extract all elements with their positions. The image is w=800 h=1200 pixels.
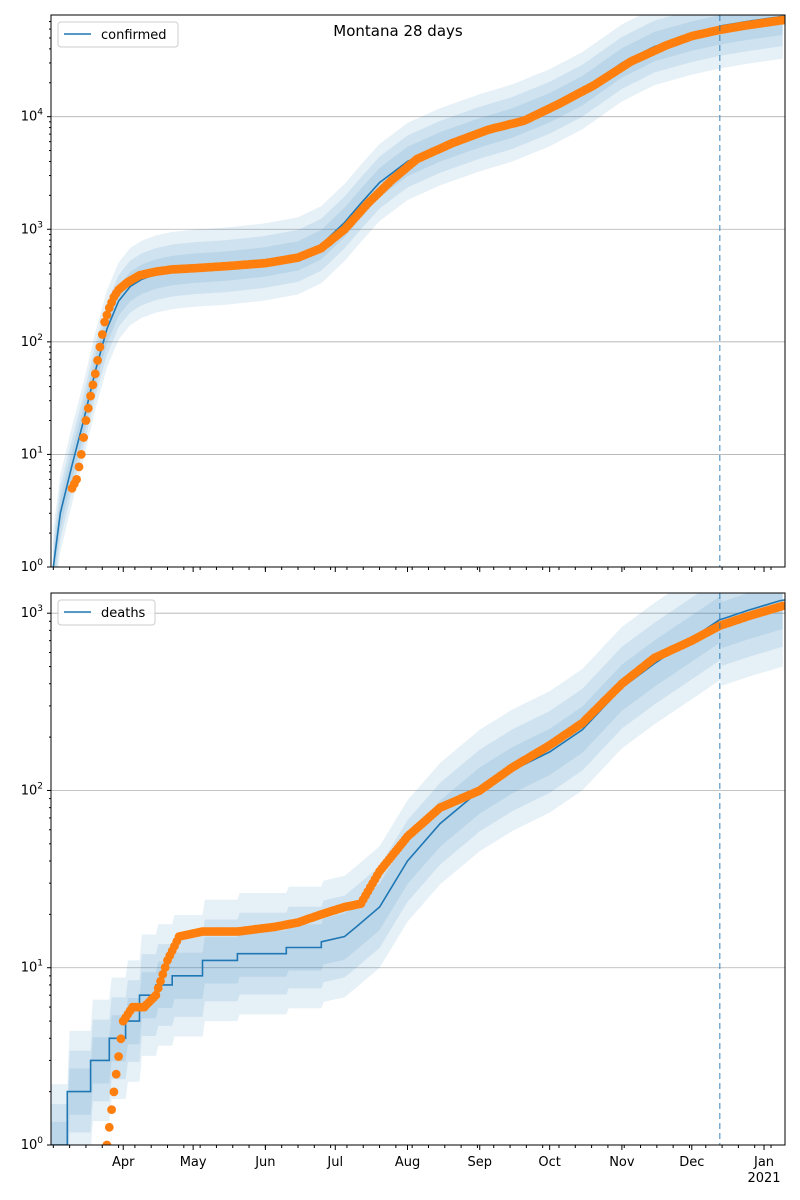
observed-point <box>156 976 165 986</box>
axes-frame <box>50 14 786 568</box>
y-tick-label: 103 <box>21 220 43 237</box>
observed-point <box>93 356 102 365</box>
x-tick-label: Oct <box>538 1155 560 1170</box>
observed-point <box>79 433 88 442</box>
x-tick-label: Jul <box>326 1155 343 1170</box>
uncertainty-band <box>53 15 783 567</box>
observed-point <box>151 990 161 1000</box>
observed-point <box>90 369 100 379</box>
x-tick-label: Apr <box>112 1155 135 1170</box>
uncertainty-band <box>51 593 783 1145</box>
deaths-panel: 100 101 102 103 Apr May Jun Jul Aug Sep Oct Nov Dec J… <box>21 592 786 1186</box>
observed-point <box>111 1069 121 1079</box>
y-tick-label: 102 <box>21 333 43 350</box>
legend: confirmed <box>57 21 179 48</box>
legend-box <box>57 21 179 48</box>
observed-point <box>83 403 93 413</box>
forecast-line <box>719 599 785 621</box>
x-year-label: 2021 <box>747 1171 780 1186</box>
x-tick-label: Dec <box>679 1155 704 1170</box>
observed-point <box>102 310 112 320</box>
legend: deaths <box>57 599 156 626</box>
observed-point <box>778 15 785 25</box>
y-tick-label: 100 <box>21 558 44 575</box>
observed-point <box>81 416 91 425</box>
legend-box <box>57 599 156 626</box>
observed-point <box>97 330 107 339</box>
y-tick-label: 104 <box>21 108 44 125</box>
observed-point <box>86 391 95 401</box>
x-tick-label: Nov <box>609 1155 635 1170</box>
observed-point <box>72 475 81 484</box>
observed-point <box>107 1105 116 1114</box>
x-tick-label: Jun <box>254 1155 275 1170</box>
observed-point <box>74 462 84 472</box>
uncertainty-band <box>51 593 783 1145</box>
plot-area <box>51 15 785 567</box>
y-tick-label: 101 <box>21 445 43 462</box>
observed-point <box>76 450 86 459</box>
observed-point <box>116 1034 126 1044</box>
uncertainty-band <box>51 593 783 1145</box>
observed-point <box>100 317 109 327</box>
observed-point <box>109 1087 119 1097</box>
y-tick-label: 102 <box>21 781 43 798</box>
observed-point <box>102 1140 112 1145</box>
x-tick-label: Jan <box>753 1155 774 1170</box>
y-tick-label: 103 <box>21 604 43 621</box>
observed-point <box>778 601 785 611</box>
plot-area <box>51 593 785 1145</box>
uncertainty-band <box>53 15 783 567</box>
x-tick-label: Aug <box>395 1155 420 1170</box>
y-tick-label: 100 <box>21 1136 44 1153</box>
y-tick-label: 101 <box>21 959 43 976</box>
legend-label: confirmed <box>101 28 167 43</box>
axes-frame <box>50 592 786 1146</box>
x-tick-label: Sep <box>467 1155 492 1170</box>
observed-point <box>88 380 98 390</box>
observed-point <box>95 342 105 352</box>
observed-point <box>158 969 168 979</box>
confirmed-panel: 100 101 102 103 104 confirmed Montana 28 days <box>21 14 786 575</box>
x-tick-label: May <box>180 1155 207 1170</box>
observed-point <box>160 963 170 972</box>
observed-point <box>153 983 163 993</box>
observed-point <box>114 1052 123 1061</box>
legend-label: deaths <box>101 606 146 621</box>
chart-title: Montana 28 days <box>333 22 463 40</box>
observed-point <box>104 1122 114 1132</box>
